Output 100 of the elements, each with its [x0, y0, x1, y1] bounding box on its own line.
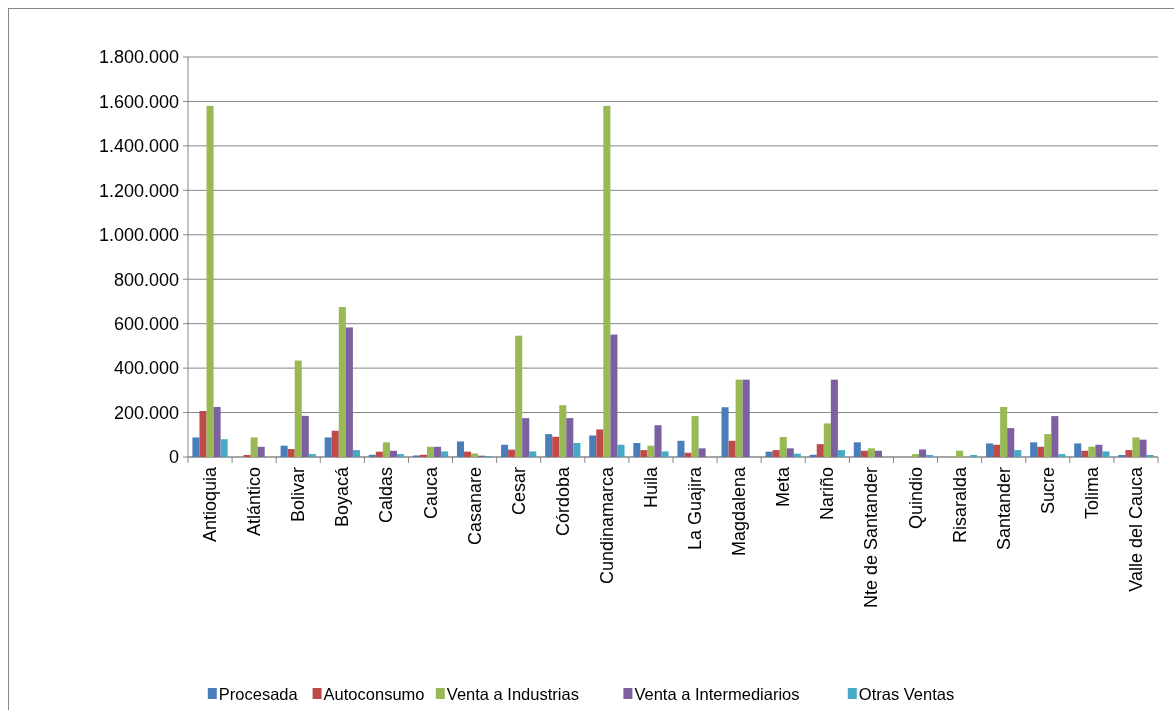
bar: [559, 405, 567, 457]
y-tick-label: 400.000: [113, 358, 179, 379]
bar: [338, 307, 346, 457]
bar: [617, 444, 625, 457]
bar: [1044, 434, 1052, 457]
x-tick-label: Sucre: [1037, 467, 1058, 515]
bar: [294, 360, 302, 457]
x-tick-label: Nariño: [817, 467, 838, 521]
x-tick-label: Boyacá: [332, 466, 353, 528]
bar: [596, 429, 604, 457]
x-tick-label: Cesar: [508, 467, 529, 516]
bar: [735, 379, 743, 457]
x-tick-label: Tolima: [1081, 466, 1102, 520]
x-tick-label: Atlántico: [244, 467, 265, 537]
bar: [456, 441, 465, 457]
bar: [331, 430, 339, 457]
bar: [640, 450, 648, 457]
bar: [192, 437, 200, 457]
bar: [213, 407, 221, 457]
bar: [257, 446, 265, 457]
x-tick-label: Nte de Santander: [861, 467, 882, 609]
x-tick-label: Córdoba: [552, 466, 573, 537]
bar: [1139, 439, 1147, 457]
bar: [1074, 443, 1082, 457]
x-tick-label: Valle del Cauca: [1125, 466, 1146, 592]
bar: [515, 335, 523, 457]
x-tick-label: Meta: [773, 466, 794, 508]
bar: [280, 445, 288, 457]
bar: [589, 435, 597, 457]
legend-label: Venta a Intermediarios: [634, 684, 800, 703]
bar: [250, 437, 258, 457]
bar: [654, 425, 662, 457]
bar: [919, 449, 927, 457]
bar: [464, 451, 472, 457]
bar: [1030, 442, 1038, 457]
y-tick-label: 800.000: [113, 269, 179, 290]
y-tick-label: 0: [168, 447, 179, 468]
bar: [603, 105, 611, 457]
bar: [1007, 428, 1015, 457]
bar: [742, 379, 750, 457]
bar: [287, 449, 295, 457]
bar: [1095, 444, 1103, 457]
bar: [860, 450, 868, 457]
bar: [1102, 451, 1110, 457]
x-tick-label: Huila: [640, 466, 661, 509]
bar: [874, 450, 882, 457]
bar: [396, 454, 405, 457]
legend-label: Procesada: [218, 684, 299, 703]
bar: [529, 451, 537, 457]
bar: [661, 451, 669, 457]
bar: [1051, 416, 1059, 457]
bar: [837, 450, 845, 457]
bar: [1081, 450, 1089, 457]
x-tick-label: Casanare: [464, 467, 485, 546]
bar: [911, 454, 920, 457]
bar: [691, 416, 699, 457]
bar: [501, 444, 509, 457]
bar: [508, 449, 516, 457]
x-tick-label: Caldas: [376, 467, 397, 524]
bar: [566, 418, 574, 457]
bar: [721, 407, 729, 457]
legend-label: Venta a Industrias: [446, 684, 579, 703]
bar: [779, 437, 787, 457]
bar: [633, 443, 641, 457]
bar: [352, 450, 360, 457]
bar: [324, 437, 332, 457]
legend-label: Otras Ventas: [858, 684, 955, 703]
bar: [765, 451, 773, 457]
bar: [1058, 454, 1066, 457]
bar: [853, 442, 861, 457]
bar: [382, 442, 390, 457]
bar: [610, 334, 618, 457]
bar: [647, 445, 655, 457]
bar: [786, 448, 794, 457]
bar: [772, 450, 780, 457]
x-tick-label: Antioquia: [200, 466, 221, 543]
bar: [375, 451, 383, 457]
bar: [389, 450, 397, 457]
bar: [199, 411, 207, 457]
bar: [1000, 407, 1008, 457]
bar: [434, 446, 442, 457]
bar: [545, 434, 553, 457]
bar: [816, 444, 824, 457]
bar: [956, 450, 964, 457]
x-tick-label: Bolivar: [288, 467, 309, 523]
bar: [698, 448, 706, 457]
bar: [1125, 450, 1133, 457]
bar: [308, 454, 316, 457]
bar: [986, 443, 994, 457]
bar: [684, 452, 692, 457]
y-tick-label: 600.000: [113, 313, 179, 334]
bar: [677, 440, 685, 457]
x-tick-label: Quindio: [905, 467, 926, 530]
bar: [426, 446, 435, 457]
y-tick-label: 1.600.000: [98, 91, 179, 112]
bar: [1132, 437, 1140, 457]
x-tick-label: Santander: [993, 467, 1014, 551]
legend-label: Autoconsumo: [323, 684, 425, 703]
bar: [1014, 450, 1022, 457]
y-tick-label: 200.000: [113, 402, 179, 423]
